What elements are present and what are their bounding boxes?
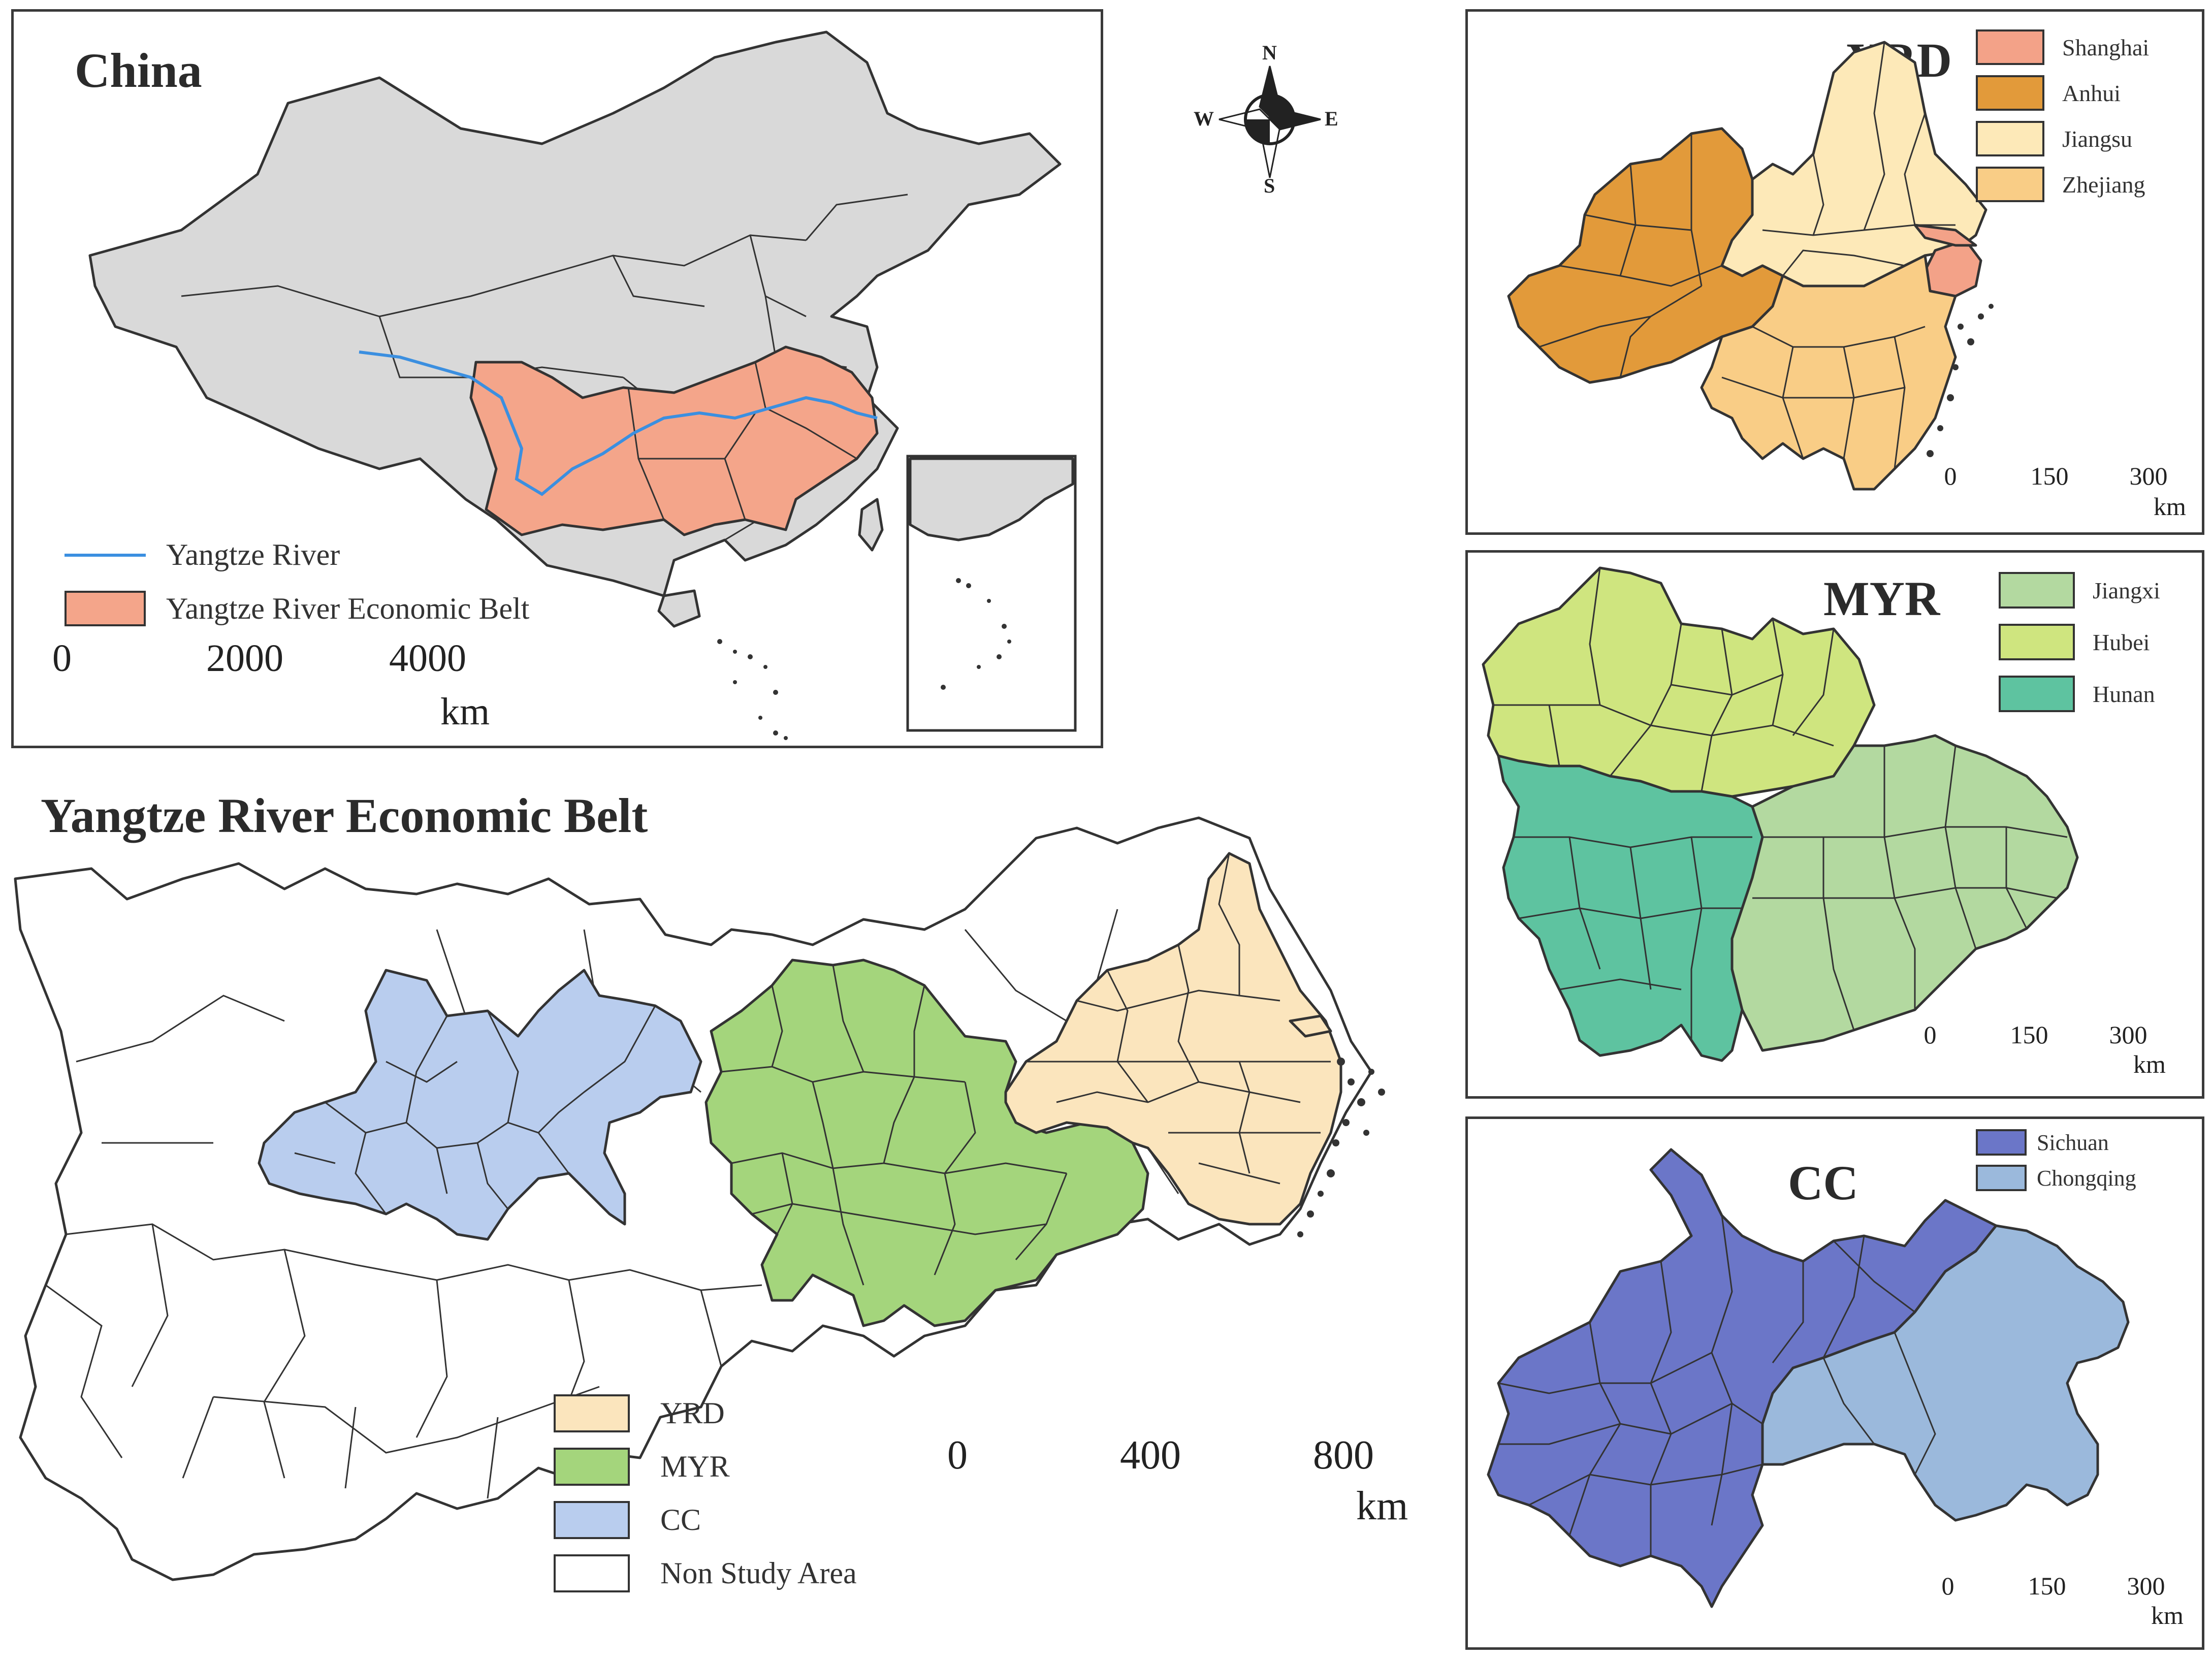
- legend-jiangxi: Jiangxi: [1999, 572, 2160, 609]
- compass-n: N: [1262, 41, 1277, 64]
- legend-swatch: [1976, 121, 2044, 156]
- legend-label: Hunan: [2093, 681, 2155, 707]
- legend-label: CC: [660, 1503, 701, 1537]
- scale-tick: 0: [52, 637, 72, 680]
- yrd-scale-bar: 0 150 300 km: [1944, 461, 2202, 532]
- legend-label: Non Study Area: [660, 1556, 857, 1590]
- legend-swatch: [1999, 676, 2075, 712]
- cc-title: CC: [1788, 1156, 1858, 1210]
- legend-swatch: [1999, 572, 2075, 609]
- scale-tick: 300: [2109, 1020, 2147, 1049]
- scale-tick: 0: [1944, 462, 1957, 490]
- myr-panel: MYR Jiangxi Hubei Hunan 0 150 300 km: [1465, 550, 2204, 1099]
- legend-swatch: [1976, 75, 2044, 111]
- legend-label: YRD: [660, 1396, 725, 1430]
- yrd-panel: YRD Shanghai Anhui Jiangsu Zhejiang 0 15…: [1465, 9, 2204, 535]
- china-scale-bar: 0 2000 4000 km: [52, 636, 490, 738]
- china-title: China: [75, 43, 202, 98]
- yrd-map: [1507, 41, 1994, 491]
- north-arrow-compass: N S W E: [1183, 41, 1356, 198]
- legend-swatch: [1976, 1129, 2027, 1156]
- scale-unit: km: [2133, 1050, 2166, 1078]
- scale-tick: 150: [2028, 1572, 2066, 1600]
- yangtze-river-line: [359, 350, 878, 496]
- legend-swatch: [1976, 29, 2044, 65]
- scale-tick: 400: [1120, 1433, 1181, 1478]
- myr-title: MYR: [1823, 571, 1940, 626]
- legend-non-study-area: Non Study Area: [554, 1554, 857, 1592]
- legend-label: Yangtze River: [166, 538, 340, 571]
- legend-label: Zhejiang: [2062, 171, 2145, 198]
- legend-sichuan: Sichuan: [1976, 1129, 2109, 1156]
- legend-yrd: YRD: [554, 1394, 725, 1432]
- legend-zhejiang: Zhejiang: [1976, 167, 2145, 202]
- scale-unit: km: [2154, 492, 2186, 521]
- legend-swatch: [1976, 167, 2044, 202]
- scale-tick: 2000: [206, 637, 283, 680]
- legend-hunan: Hunan: [1999, 676, 2155, 712]
- legend-swatch: [1999, 624, 2075, 660]
- legend-label: MYR: [660, 1450, 730, 1483]
- myr-map: [1482, 566, 2079, 1062]
- legend-label: Yangtze River Economic Belt: [166, 591, 530, 625]
- legend-myr: MYR: [554, 1448, 730, 1486]
- legend-label: Sichuan: [2037, 1130, 2109, 1155]
- legend-label: Shanghai: [2062, 34, 2150, 60]
- legend-swatch: [554, 1394, 630, 1432]
- legend-label: Chongqing: [2037, 1165, 2136, 1191]
- scale-tick: 0: [1941, 1572, 1954, 1600]
- legend-label: Hubei: [2093, 629, 2150, 655]
- legend-economic-belt: Yangtze River Economic Belt: [65, 591, 529, 626]
- cc-panel: CC Sichuan Chongqing 0 150 300 km: [1465, 1116, 2204, 1650]
- myr-scale-bar: 0 150 300 km: [1924, 1020, 2199, 1091]
- legend-anhui: Anhui: [1976, 75, 2121, 111]
- legend-swatch: [65, 591, 146, 626]
- yreb-map-section: Yangtze River Economic Belt YRD MYR CC: [0, 777, 1458, 1661]
- cc-map: [1487, 1148, 2130, 1608]
- river-line-symbol: [65, 553, 146, 557]
- scale-tick: 0: [1924, 1020, 1937, 1049]
- legend-label: Anhui: [2062, 80, 2121, 106]
- scale-tick: 150: [2030, 462, 2069, 490]
- scale-unit: km: [2151, 1601, 2184, 1630]
- china-map-panel: China Yangtze River Yangtze River Econom…: [11, 9, 1103, 748]
- legend-hubei: Hubei: [1999, 624, 2150, 660]
- legend-swatch: [1976, 1165, 2027, 1191]
- legend-swatch: [554, 1554, 630, 1592]
- compass-e: E: [1325, 107, 1338, 130]
- legend-chongqing: Chongqing: [1976, 1165, 2136, 1191]
- scale-unit: km: [440, 690, 490, 733]
- yreb-map: [14, 816, 1385, 1581]
- legend-label: Jiangsu: [2062, 125, 2132, 152]
- legend-swatch: [554, 1501, 630, 1539]
- legend-shanghai: Shanghai: [1976, 29, 2149, 65]
- cc-scale-bar: 0 150 300 km: [1941, 1571, 2202, 1642]
- scale-tick: 300: [2127, 1572, 2165, 1600]
- scale-unit: km: [1356, 1484, 1408, 1528]
- yreb-scale-bar: 0 400 800 km: [947, 1432, 1412, 1534]
- scale-tick: 800: [1313, 1433, 1374, 1478]
- yreb-title: Yangtze River Economic Belt: [41, 788, 648, 843]
- scale-tick: 300: [2129, 462, 2168, 490]
- legend-label: Jiangxi: [2093, 577, 2160, 603]
- scale-tick: 150: [2010, 1020, 2048, 1049]
- legend-jiangsu: Jiangsu: [1976, 121, 2132, 156]
- legend-swatch: [554, 1448, 630, 1486]
- compass-s: S: [1264, 174, 1275, 197]
- china-map: [88, 30, 1077, 740]
- legend-cc: CC: [554, 1501, 701, 1539]
- legend-yangtze-river: Yangtze River: [65, 537, 340, 572]
- scale-tick: 4000: [389, 637, 466, 680]
- scale-tick: 0: [947, 1433, 968, 1478]
- compass-w: W: [1194, 107, 1214, 130]
